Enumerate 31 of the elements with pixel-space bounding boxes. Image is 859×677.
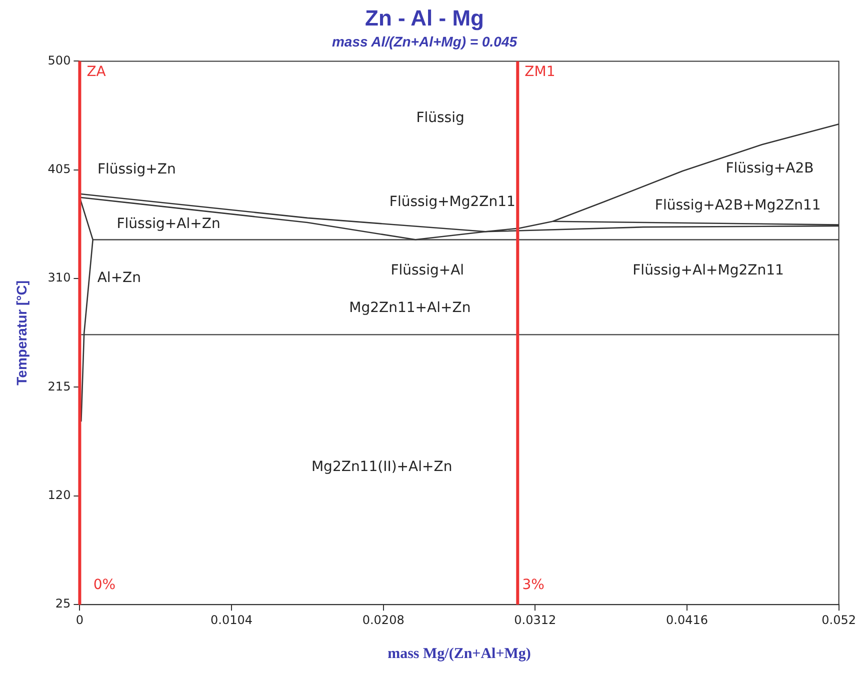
x-tick-label: 0.0104: [210, 612, 253, 627]
y-tick-label: 405: [48, 162, 71, 176]
annotation: Flüssig+A2B: [726, 160, 814, 176]
y-tick-label: 25: [55, 596, 71, 611]
annotation: Flüssig+Al: [390, 262, 464, 279]
x-tick-label: 0.0416: [666, 612, 708, 627]
y-axis-title: Temperatur [°C]: [13, 280, 30, 386]
x-tick-label: 0.052: [822, 612, 856, 627]
ref-line-label: ZM1: [524, 64, 556, 80]
annotation: Flüssig+Al+Mg2Zn11: [632, 262, 784, 279]
annotation: Flüssig+Zn: [97, 162, 176, 178]
annotation: Flüssig+Al+Zn: [116, 216, 220, 232]
annotation: Flüssig: [416, 110, 464, 126]
y-tick-label: 215: [48, 379, 71, 394]
annotation: 3%: [522, 577, 544, 594]
x-tick-label: 0: [76, 612, 84, 627]
chart-title: Zn - Al - Mg: [365, 5, 484, 30]
y-tick-label: 310: [48, 270, 71, 285]
chart-subtitle: mass Al/(Zn+Al+Mg) = 0.045: [332, 34, 518, 50]
x-tick-label: 0.0208: [362, 612, 404, 627]
annotation: Flüssig+A2B+Mg2Zn11: [654, 197, 821, 214]
y-tick-label: 120: [48, 488, 71, 502]
y-tick-label: 500: [48, 53, 71, 68]
annotation: Al+Zn: [97, 270, 142, 286]
annotation: 0%: [93, 577, 116, 594]
annotation: Mg2Zn11+Al+Zn: [349, 300, 471, 316]
annotation: Flüssig+Mg2Zn11: [389, 194, 516, 210]
x-axis-title: mass Mg/(Zn+Al+Mg): [388, 646, 531, 662]
ref-line-label: ZA: [86, 64, 106, 80]
x-tick-label: 0.0312: [514, 612, 556, 627]
annotation: Mg2Zn11(II)+Al+Zn: [311, 458, 452, 475]
